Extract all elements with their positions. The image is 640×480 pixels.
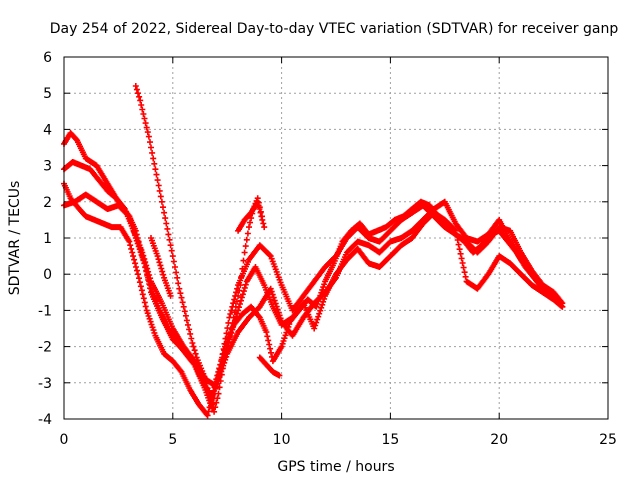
- y-axis-label: SDTVAR / TECUs: [7, 181, 23, 296]
- y-tick-label: 4: [43, 122, 52, 138]
- x-tick-label: 0: [60, 432, 69, 448]
- grid: [64, 57, 608, 419]
- y-tick-label: -2: [38, 340, 52, 356]
- x-tick-label: 25: [599, 432, 617, 448]
- tick-labels: 0 5 10 15 20 25 -4 -3 -2 -1 0 1 2 3 4 5 6: [38, 50, 617, 448]
- plus-markers: [235, 198, 268, 234]
- y-tick-label: 2: [43, 195, 52, 211]
- x-axis-label: GPS time / hours: [277, 459, 394, 475]
- y-tick-label: 0: [43, 267, 52, 283]
- x-tick-label: 15: [381, 432, 399, 448]
- plus-markers: [61, 191, 566, 401]
- y-tick-label: 6: [43, 50, 52, 66]
- data-marks: [61, 83, 566, 419]
- chart-title: Day 254 of 2022, Sidereal Day-to-day VTE…: [50, 21, 619, 37]
- x-tick-label: 20: [490, 432, 508, 448]
- plus-markers: [148, 235, 174, 299]
- plus-markers: [256, 354, 283, 379]
- y-tick-label: -4: [38, 412, 52, 428]
- series-track-h: [256, 354, 283, 379]
- series-track-d: [61, 191, 566, 401]
- plus-markers: [61, 180, 564, 419]
- y-tick-label: 5: [43, 86, 52, 102]
- plus-markers: [132, 83, 265, 415]
- series-track-c: [61, 180, 564, 419]
- y-tick-label: -1: [38, 303, 52, 319]
- y-tick-label: 3: [43, 159, 52, 175]
- y-tick-label: -3: [38, 376, 52, 392]
- plot-frame: [63, 56, 609, 420]
- series-track-e: [132, 83, 265, 415]
- series-track-f: [235, 198, 268, 234]
- y-tick-label: 1: [43, 231, 52, 247]
- series-track-g: [148, 235, 174, 299]
- x-tick-label: 10: [273, 432, 291, 448]
- x-tick-label: 5: [168, 432, 177, 448]
